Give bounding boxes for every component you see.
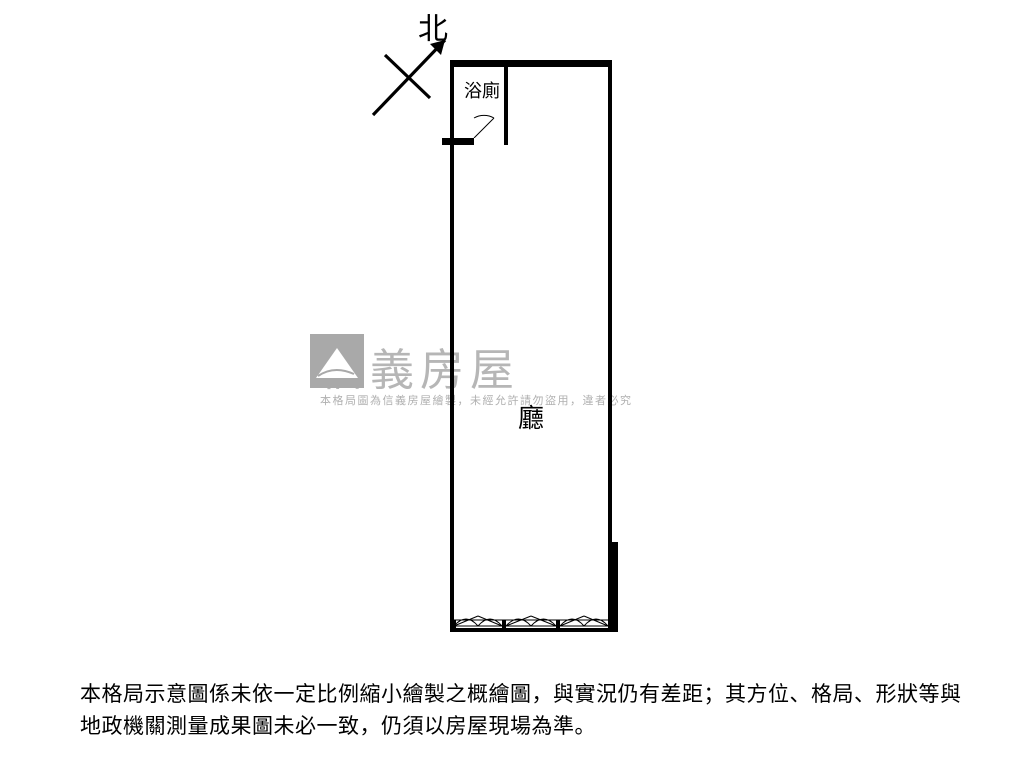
floorplan-svg	[0, 0, 1024, 768]
disclaimer-text: 本格局示意圖係未依一定比例縮小繪製之概繪圖，與實況仍有差距；其方位、格局、形狀等…	[80, 679, 964, 744]
floorplan-page: 信義房屋 本格局圖為信義房屋繪製，未經允許請勿盜用，違者必究 北 浴廁 廳 本格…	[0, 0, 1024, 768]
